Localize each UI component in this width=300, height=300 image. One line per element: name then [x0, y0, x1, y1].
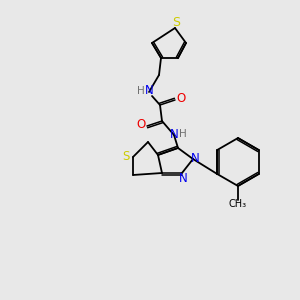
Text: N: N [178, 172, 188, 184]
Text: H: H [137, 86, 145, 96]
Text: S: S [122, 149, 130, 163]
Text: N: N [190, 152, 200, 164]
Text: N: N [145, 85, 153, 98]
Text: CH₃: CH₃ [229, 199, 247, 209]
Text: S: S [172, 16, 180, 29]
Text: N: N [169, 128, 178, 140]
Text: O: O [136, 118, 146, 131]
Text: H: H [179, 129, 187, 139]
Text: O: O [176, 92, 186, 106]
